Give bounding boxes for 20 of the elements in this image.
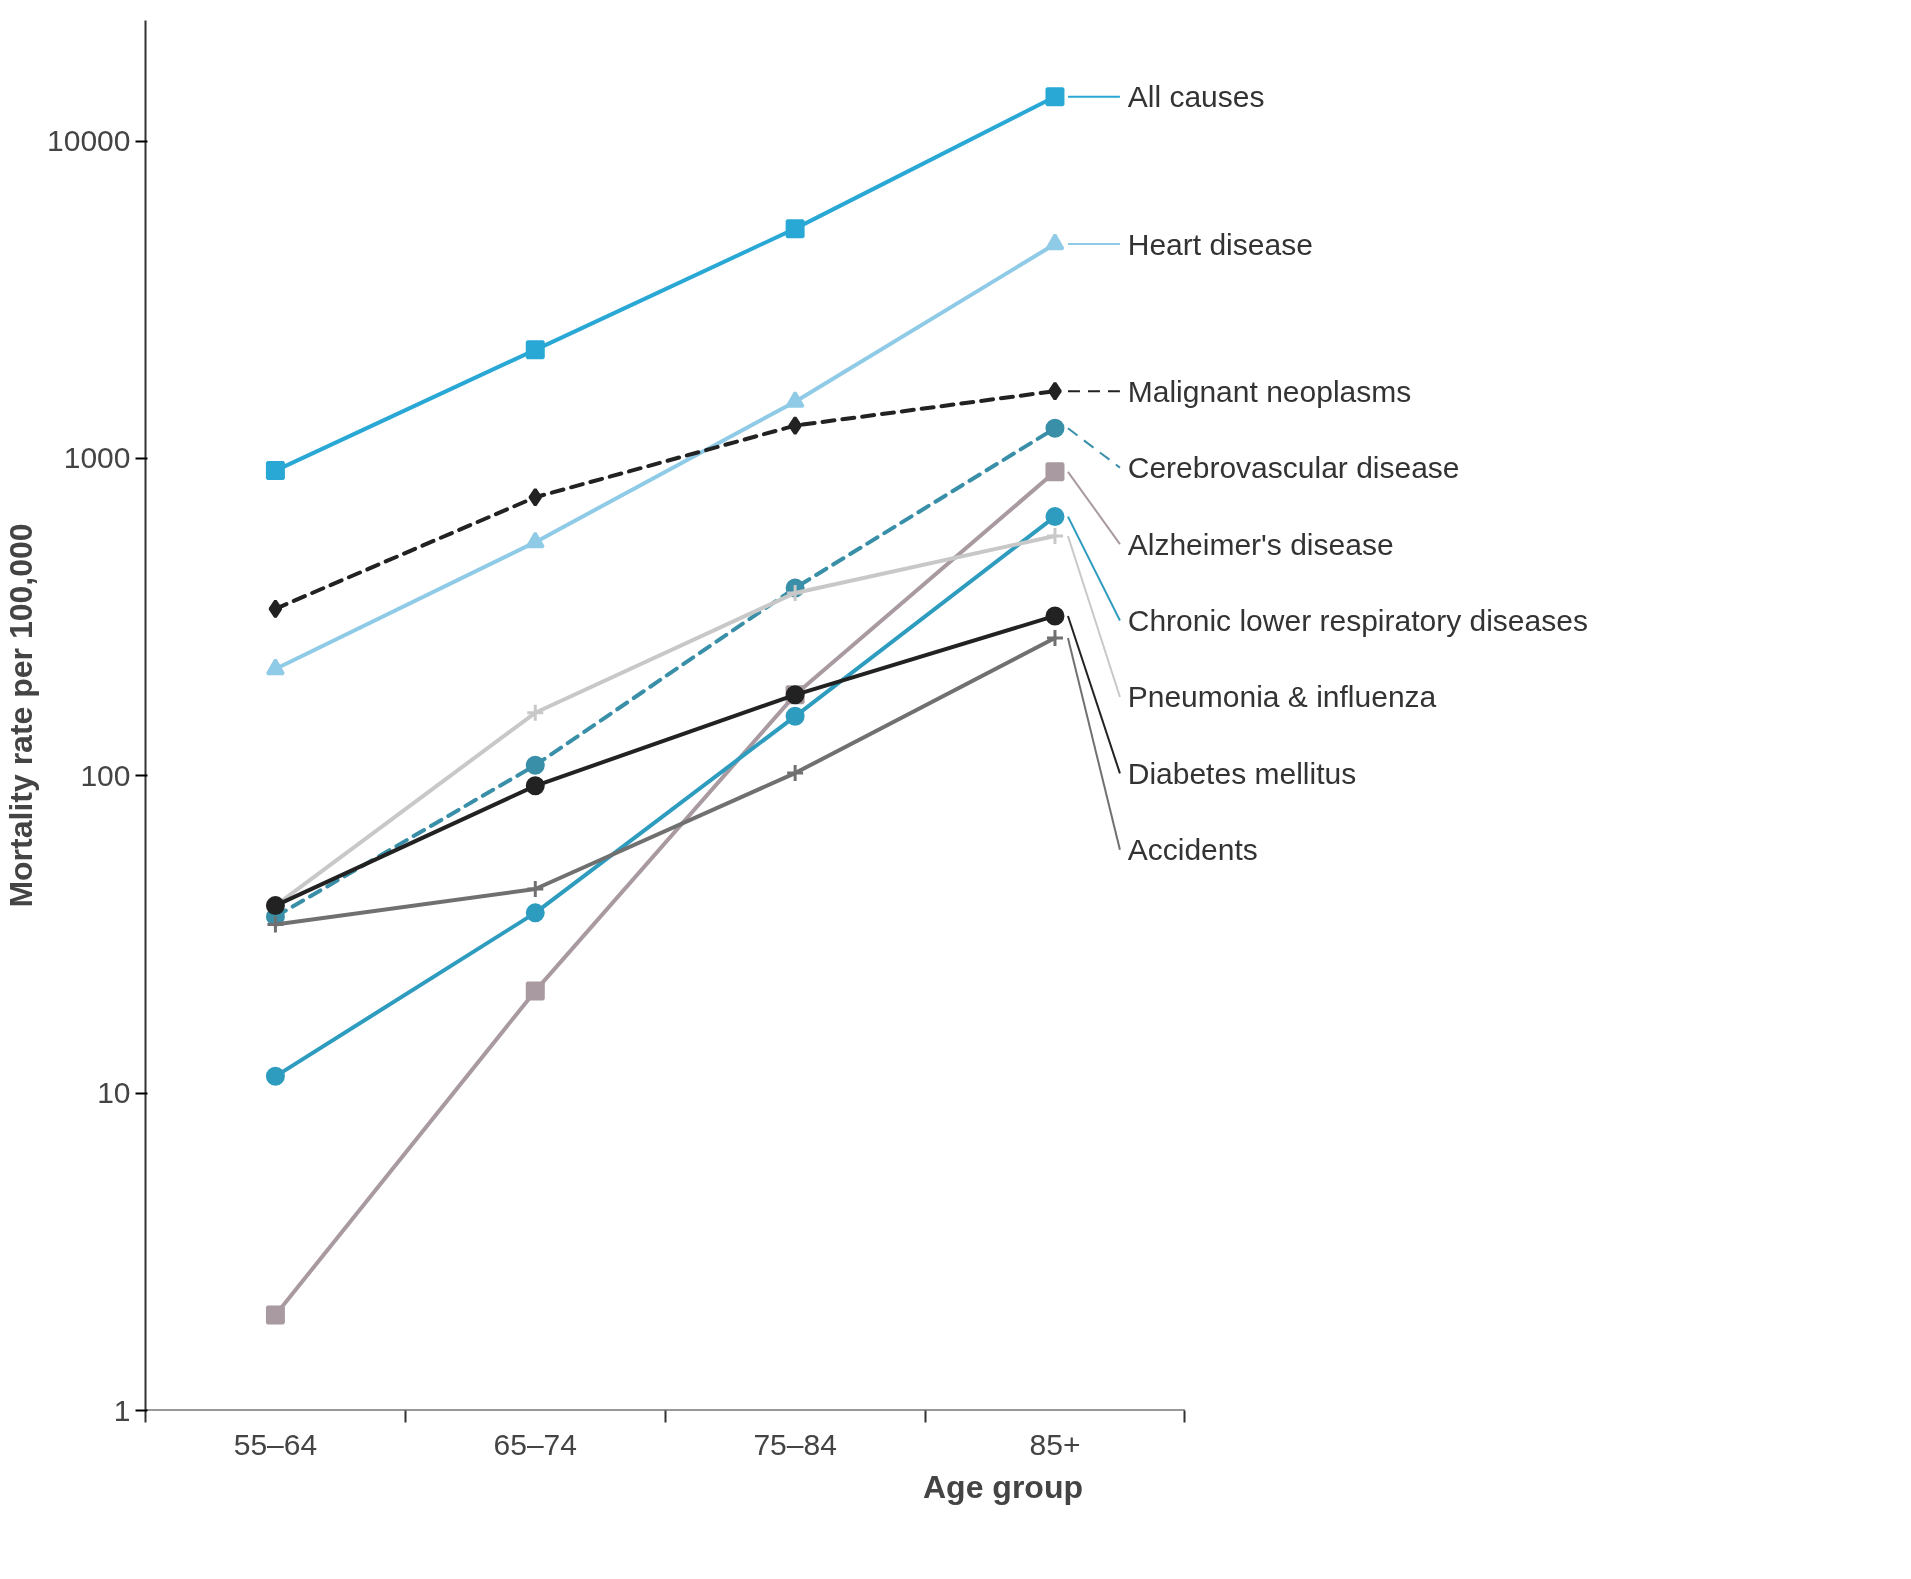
text: Chronic lower respiratory diseases [1127,604,1588,638]
y-tick-label: 10000 [47,124,131,158]
legend-label: Heart disease [1127,227,1313,261]
y-tick-label: 100 [80,758,131,792]
x-axis-title: Age group [923,1468,1083,1505]
y-axis-title: Mortality rate per 100,000 [3,523,40,908]
legend-label: Cerebrovascular disease [1127,451,1460,485]
x-tick-label: 65–74 [493,1427,577,1461]
y-tick-label: 1 [113,1393,131,1427]
x-tick-label: 85+ [1029,1427,1081,1461]
text: Alzheimer's disease [1127,527,1394,561]
text: Pneumonia & influenza [1127,680,1437,714]
x-tick-label: 75–84 [753,1427,837,1461]
text: Diabetes mellitus [1127,756,1357,790]
legend-label: Malignant neoplasms [1127,374,1412,408]
y-tick-label: 1000 [63,441,131,475]
x-tick-label: 55–64 [233,1427,318,1461]
legend-label: All causes [1127,80,1265,114]
text: Accidents [1127,833,1258,867]
y-tick-label: 10 [97,1076,131,1110]
